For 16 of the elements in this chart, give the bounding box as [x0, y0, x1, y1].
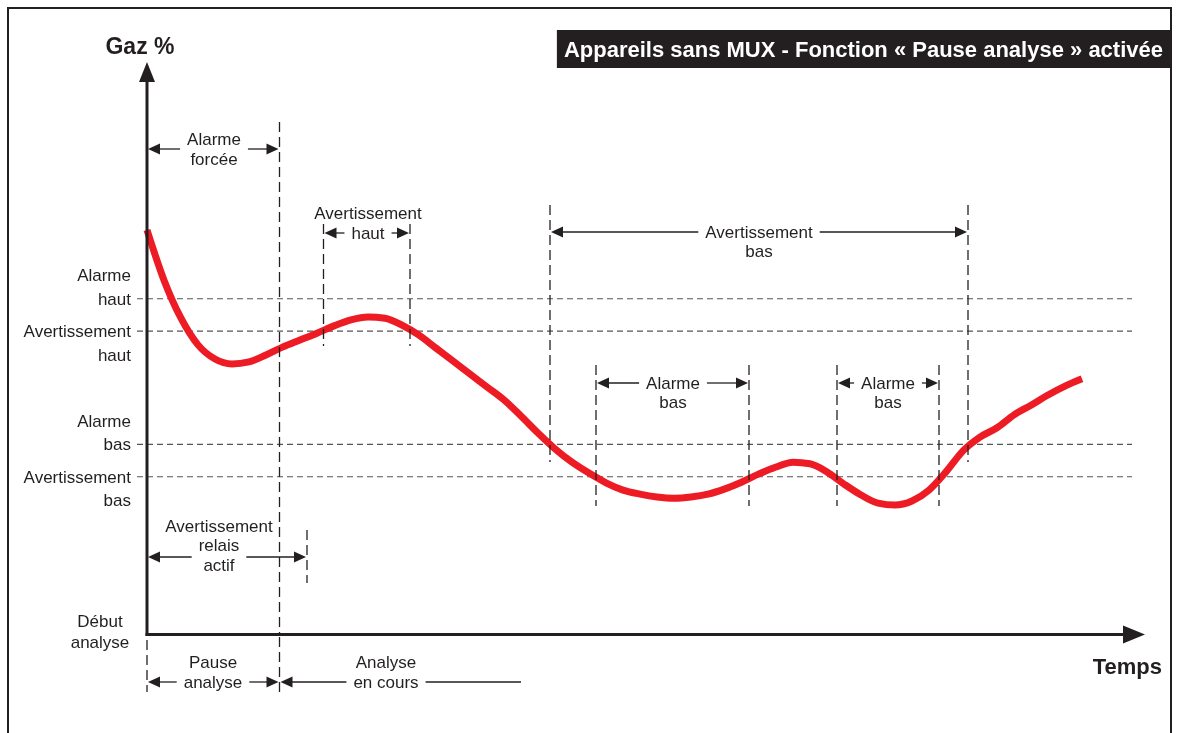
ref-line-label: Alarme haut — [77, 266, 132, 309]
text: Début analyse — [70, 612, 130, 653]
text: Pause analyse — [183, 653, 243, 692]
text: Gaz % — [105, 33, 175, 59]
annotation: Alarme bas — [861, 373, 915, 413]
annotation: Avertissement bas — [705, 222, 813, 262]
annotation: Avertissement haut — [314, 204, 422, 243]
ref-line-label: Alarme bas — [77, 411, 131, 455]
text: Alarme forcée — [187, 130, 241, 169]
ref-line-label: Avertissement haut — [23, 322, 132, 365]
chart-title: Appareils sans MUX - Fonction « Pause analyse » activée — [563, 37, 1163, 62]
annotation: Avertissement relais actif — [165, 516, 273, 575]
text: Analyse en cours — [353, 653, 419, 692]
ref-line-label: Avertissement bas — [23, 467, 132, 511]
annotation: Alarme bas — [646, 373, 700, 413]
x-axis-title: Temps — [1092, 654, 1162, 679]
